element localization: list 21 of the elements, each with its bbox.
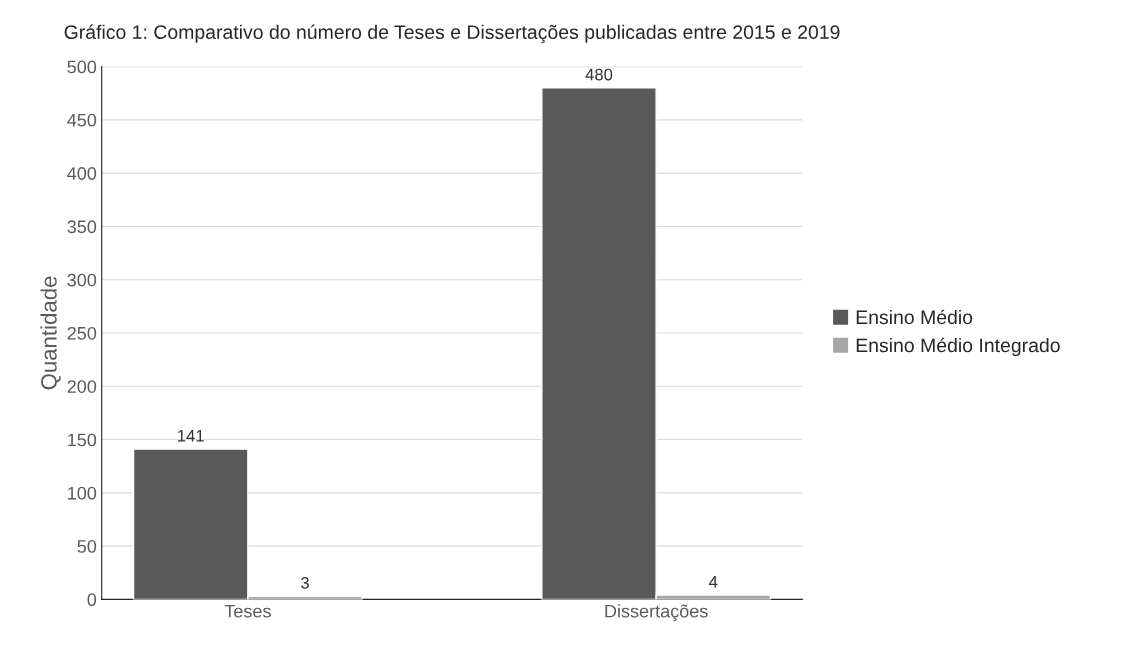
y-tick-label: 0 — [87, 593, 97, 607]
data-label: 141 — [178, 430, 204, 442]
data-label: 3 — [301, 576, 309, 589]
y-tick-label: 100 — [68, 486, 97, 500]
chart-title: Gráfico 1: Comparativo do número de Teses e Dissertações publicadas entre 2015 e 2019 — [64, 24, 840, 43]
legend-label: Ensino Médio — [856, 309, 973, 325]
y-tick-label: 450 — [67, 113, 97, 127]
y-tick-label: 300 — [67, 273, 97, 287]
y-tick-label: 200 — [67, 380, 97, 393]
y-tick-label: 500 — [67, 60, 97, 74]
x-tick-label: Dissertações — [605, 604, 708, 622]
y-tick-label: 150 — [68, 433, 97, 447]
y-tick-label: 50 — [77, 540, 97, 553]
y-axis-title: Quantidade — [40, 276, 61, 390]
x-tick-label: Teses — [224, 604, 271, 618]
y-tick-label: 350 — [67, 220, 97, 234]
y-tick-label: 400 — [67, 167, 97, 180]
legend-label: Ensino Médio Integrado — [856, 337, 1060, 357]
data-label: 4 — [709, 576, 718, 588]
data-label: 480 — [585, 68, 613, 81]
y-tick-label: 250 — [67, 326, 97, 340]
